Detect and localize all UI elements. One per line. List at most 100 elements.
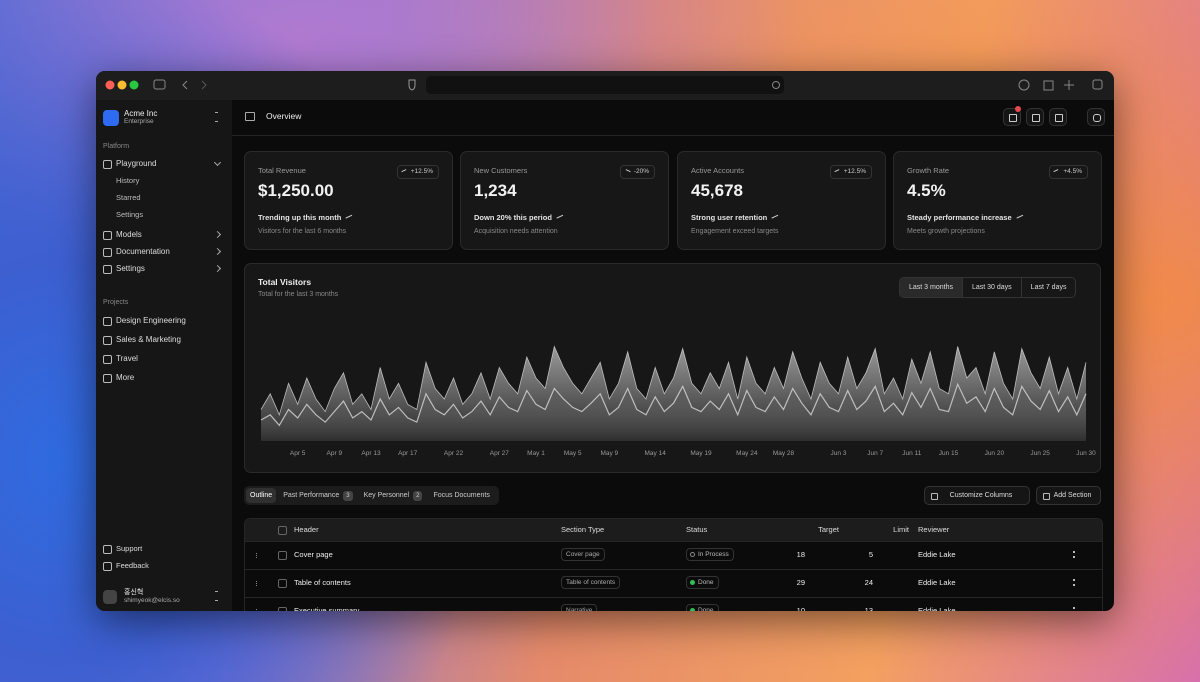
x-tick-label: May 5 bbox=[564, 450, 582, 457]
sidebar-icon[interactable] bbox=[153, 79, 166, 90]
cell-reviewer: Eddie Lake bbox=[918, 578, 956, 587]
tabs-icon[interactable] bbox=[1092, 79, 1103, 90]
range-button[interactable]: Last 7 days bbox=[1020, 278, 1076, 297]
cell-type: Cover page bbox=[561, 548, 605, 561]
nav-item[interactable]: Settings bbox=[116, 264, 145, 273]
row-checkbox[interactable] bbox=[278, 579, 287, 588]
column-header: Header bbox=[294, 525, 319, 534]
cell-limit: 24 bbox=[864, 578, 873, 587]
row-checkbox[interactable] bbox=[278, 551, 287, 560]
trend-icon bbox=[556, 214, 565, 222]
nav-item[interactable]: Models bbox=[116, 230, 142, 239]
nav-subitem[interactable]: History bbox=[116, 176, 140, 185]
tab[interactable]: Past Performance 3 bbox=[279, 488, 356, 503]
area-line bbox=[260, 345, 1087, 416]
cell-reviewer: Eddie Lake bbox=[918, 606, 956, 611]
column-header: Target bbox=[818, 525, 839, 534]
stat-card: New Customers -20% 1,234 Down 20% this peri… bbox=[460, 151, 669, 250]
footer-item[interactable]: Feedback bbox=[116, 561, 149, 570]
row-menu[interactable] bbox=[1073, 607, 1076, 611]
back-icon[interactable] bbox=[182, 80, 188, 90]
card-trend: Steady performance increase bbox=[907, 213, 1025, 222]
sidebar-toggle[interactable] bbox=[245, 112, 255, 121]
minimize-button[interactable] bbox=[117, 80, 127, 90]
card-note: Meets growth projections bbox=[907, 228, 985, 235]
card-trend: Down 20% this period bbox=[474, 213, 565, 222]
row-menu[interactable] bbox=[1073, 551, 1076, 558]
x-tick-label: Jun 11 bbox=[902, 450, 921, 457]
project-icon bbox=[103, 374, 112, 383]
chart-subtitle: Total for the last 3 months bbox=[258, 291, 339, 298]
project-item[interactable]: More bbox=[116, 373, 135, 382]
footer-item[interactable]: Support bbox=[116, 544, 143, 553]
table: Header Section Type Status Target Limit Revie… bbox=[244, 518, 1103, 611]
trend-badge: +12.5% bbox=[396, 165, 439, 179]
team-logo[interactable] bbox=[103, 110, 119, 126]
header-checkbox bbox=[278, 526, 287, 535]
cell-status: Done bbox=[686, 576, 719, 589]
trend-badge: -20% bbox=[619, 165, 655, 179]
url-bar[interactable] bbox=[426, 76, 784, 94]
title-bar bbox=[96, 71, 1114, 100]
notification-dot bbox=[1015, 106, 1021, 112]
area-line bbox=[260, 382, 1087, 427]
trend-icon bbox=[771, 214, 780, 222]
toolbar-button[interactable]: Customize Columns bbox=[924, 486, 1030, 505]
row-menu[interactable] bbox=[1073, 579, 1076, 586]
user-menu[interactable] bbox=[215, 591, 218, 601]
close-button[interactable] bbox=[105, 80, 115, 90]
tab[interactable]: Key Personnel 2 bbox=[360, 488, 427, 503]
trend-icon bbox=[345, 214, 354, 222]
tab[interactable]: Outline bbox=[246, 488, 277, 503]
section-label: Platform bbox=[103, 143, 130, 150]
tab-count: 3 bbox=[343, 491, 353, 501]
nav-subitem[interactable]: Settings bbox=[116, 210, 144, 219]
user-email: shimyeok@elcis.so bbox=[124, 597, 180, 604]
x-tick-label: Apr 13 bbox=[361, 450, 381, 457]
column-header: Limit bbox=[893, 525, 909, 534]
zoom-button[interactable] bbox=[129, 80, 139, 90]
range-button[interactable]: Last 3 months bbox=[900, 278, 962, 297]
cell-type: Narrative bbox=[561, 604, 598, 611]
drag-handle[interactable] bbox=[256, 581, 259, 586]
new-tab-icon[interactable] bbox=[1064, 80, 1074, 90]
cell-header: Executive summary bbox=[294, 606, 360, 611]
range-button[interactable]: Last 30 days bbox=[961, 278, 1021, 297]
badge-arrow bbox=[1053, 169, 1060, 175]
tab[interactable]: Focus Documents bbox=[433, 492, 490, 499]
toolbar-button[interactable]: Add Section bbox=[1036, 486, 1101, 505]
section-label: Projects bbox=[103, 299, 129, 306]
avatar bbox=[103, 590, 117, 604]
shield-icon[interactable] bbox=[408, 79, 416, 91]
stat-card: Total Revenue +12.5% $1,250.00 Trending up … bbox=[244, 151, 453, 250]
project-item[interactable]: Design Engineering bbox=[116, 316, 186, 325]
nav-item[interactable]: Documentation bbox=[116, 247, 170, 256]
team-switch[interactable] bbox=[215, 112, 218, 122]
project-item[interactable]: Sales & Marketing bbox=[116, 335, 181, 344]
header-button[interactable] bbox=[1087, 108, 1105, 126]
share-icon[interactable] bbox=[1043, 80, 1054, 91]
x-tick-label: May 9 bbox=[600, 450, 618, 457]
cell-target: 10 bbox=[796, 606, 805, 611]
project-icon bbox=[103, 336, 112, 345]
row-checkbox[interactable] bbox=[278, 607, 287, 611]
nav-icon bbox=[103, 248, 112, 257]
download-icon[interactable] bbox=[1018, 79, 1030, 91]
x-tick-label: Apr 22 bbox=[444, 450, 464, 457]
cell-reviewer: Eddie Lake bbox=[918, 550, 956, 559]
project-item[interactable]: Travel bbox=[116, 354, 138, 363]
reload-icon[interactable] bbox=[772, 81, 780, 89]
card-label: Total Revenue bbox=[258, 166, 306, 175]
nav-item[interactable]: Playground bbox=[116, 159, 157, 168]
drag-handle[interactable] bbox=[256, 609, 259, 611]
nav-subitem[interactable]: Starred bbox=[116, 193, 141, 202]
forward-icon[interactable] bbox=[201, 80, 207, 90]
x-tick-label: Jun 7 bbox=[867, 450, 883, 457]
card-value: $1,250.00 bbox=[258, 181, 334, 200]
card-trend: Trending up this month bbox=[258, 213, 354, 222]
x-tick-label: May 24 bbox=[736, 450, 758, 457]
card-label: Active Accounts bbox=[691, 166, 744, 175]
x-tick-label: Apr 5 bbox=[290, 450, 306, 457]
drag-handle[interactable] bbox=[256, 553, 259, 558]
table-header-bg bbox=[245, 519, 1102, 541]
